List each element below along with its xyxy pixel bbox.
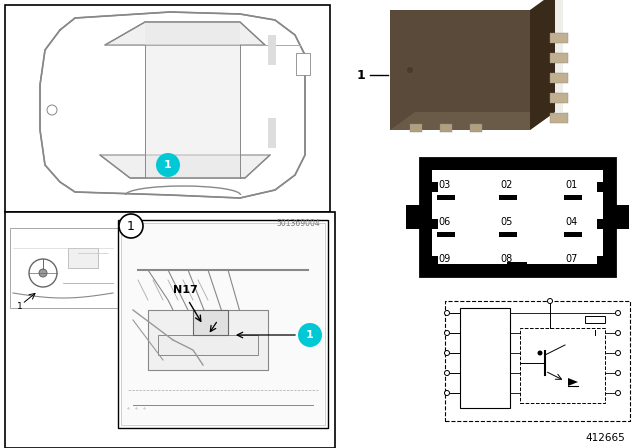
Polygon shape	[145, 22, 240, 178]
Text: 03: 03	[438, 180, 451, 190]
Text: 1: 1	[356, 69, 365, 82]
Bar	[555, 0, 563, 112]
Bar	[432, 170, 603, 264]
Circle shape	[39, 269, 47, 277]
Text: 07: 07	[565, 254, 577, 264]
Polygon shape	[390, 112, 555, 130]
Text: 08: 08	[500, 254, 512, 264]
Bar	[597, 219, 603, 229]
Text: 412665: 412665	[585, 433, 625, 443]
Polygon shape	[40, 12, 305, 198]
Circle shape	[445, 310, 449, 315]
Circle shape	[445, 331, 449, 336]
Circle shape	[445, 350, 449, 356]
Bar	[507, 262, 527, 276]
Polygon shape	[568, 378, 578, 386]
Bar	[406, 205, 422, 229]
Text: 1: 1	[17, 302, 23, 310]
Bar	[268, 35, 276, 65]
Bar	[410, 124, 422, 132]
Bar	[158, 335, 258, 355]
Circle shape	[298, 323, 322, 347]
Text: 06: 06	[438, 217, 451, 227]
Bar	[432, 256, 438, 266]
Circle shape	[47, 105, 57, 115]
Polygon shape	[100, 155, 270, 178]
Circle shape	[547, 298, 552, 303]
Bar	[122, 224, 324, 424]
Bar	[564, 195, 582, 200]
Text: 01: 01	[565, 180, 577, 190]
Bar	[193, 310, 228, 335]
Bar	[420, 158, 615, 276]
Text: 1: 1	[164, 160, 172, 170]
Text: 501369004: 501369004	[276, 219, 320, 228]
Text: 02: 02	[500, 180, 513, 190]
Bar	[597, 182, 603, 192]
Bar	[440, 124, 452, 132]
Bar	[470, 124, 482, 132]
Bar	[5, 5, 330, 212]
Bar	[499, 269, 517, 274]
Bar	[550, 33, 568, 43]
Bar	[445, 301, 630, 421]
Bar	[564, 232, 582, 237]
Circle shape	[616, 370, 621, 375]
Polygon shape	[105, 22, 265, 45]
Circle shape	[616, 391, 621, 396]
Bar	[268, 118, 276, 148]
Bar	[296, 53, 310, 75]
Circle shape	[156, 153, 180, 177]
Circle shape	[445, 391, 449, 396]
Circle shape	[445, 370, 449, 375]
Text: 1: 1	[127, 220, 135, 233]
Text: N17: N17	[173, 285, 198, 295]
Bar	[460, 308, 510, 408]
Bar	[564, 269, 582, 274]
Polygon shape	[530, 0, 555, 130]
Bar	[437, 269, 455, 274]
Bar	[499, 232, 517, 237]
Bar	[118, 220, 328, 428]
Bar	[432, 219, 438, 229]
Text: 04: 04	[565, 217, 577, 227]
Bar	[550, 113, 568, 123]
Bar	[499, 195, 517, 200]
Bar	[520, 328, 605, 403]
Bar	[585, 316, 605, 323]
Bar	[597, 256, 603, 266]
Text: 1: 1	[306, 330, 314, 340]
Bar	[68, 248, 98, 268]
Circle shape	[119, 214, 143, 238]
Bar	[437, 195, 455, 200]
Circle shape	[407, 67, 413, 73]
Bar	[432, 182, 438, 192]
Bar	[550, 53, 568, 63]
Bar	[121, 223, 325, 425]
Bar	[10, 228, 118, 308]
Circle shape	[616, 331, 621, 336]
Text: 09: 09	[438, 254, 451, 264]
Text: 05: 05	[500, 217, 513, 227]
Bar	[550, 93, 568, 103]
Bar	[5, 212, 335, 448]
Bar	[148, 310, 268, 370]
Bar	[550, 73, 568, 83]
Circle shape	[616, 310, 621, 315]
Circle shape	[616, 350, 621, 356]
Bar	[437, 232, 455, 237]
Bar	[613, 205, 629, 229]
Circle shape	[538, 350, 543, 356]
Bar	[390, 10, 530, 130]
Bar	[420, 293, 630, 431]
